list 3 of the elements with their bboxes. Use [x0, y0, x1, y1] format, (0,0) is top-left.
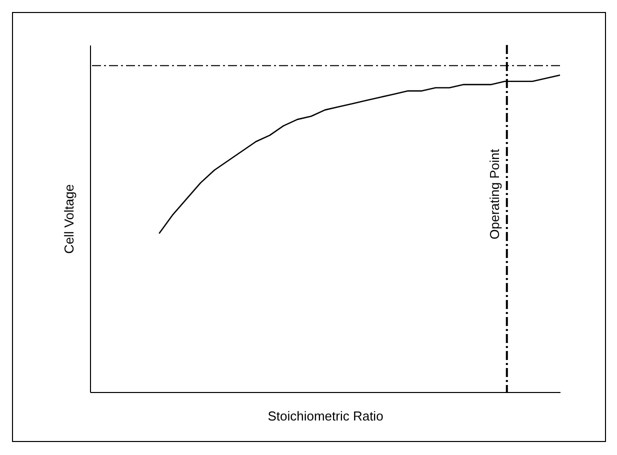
annotation: Operating Point: [486, 148, 502, 240]
y-axis-title: Cell Voltage: [62, 184, 76, 254]
x-axis-title: Stoichiometric Ratio: [268, 408, 384, 424]
